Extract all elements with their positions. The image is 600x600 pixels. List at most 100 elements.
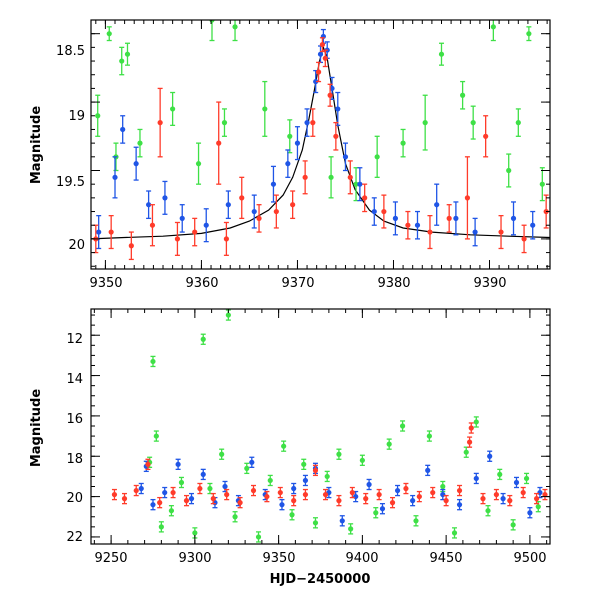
bottom-green-data-point bbox=[301, 458, 307, 471]
top-red-data-point bbox=[322, 49, 328, 68]
bottom-green-data-point bbox=[373, 507, 379, 519]
top-blue-data-point bbox=[133, 146, 139, 181]
bottom-red-marker bbox=[145, 461, 151, 467]
top-red-marker bbox=[273, 208, 279, 215]
top-green-marker bbox=[506, 167, 512, 174]
bottom-green-data-point bbox=[178, 476, 185, 489]
bottom-green-data-point bbox=[413, 515, 419, 527]
bottom-blue-marker bbox=[222, 483, 228, 490]
top-green-marker bbox=[287, 133, 293, 139]
bottom-blue-marker bbox=[302, 477, 309, 484]
bottom-red-data-point bbox=[210, 492, 216, 505]
top-green-data-point bbox=[119, 46, 125, 76]
top-ytick-label: 20 bbox=[68, 238, 85, 253]
bottom-red-data-point bbox=[237, 496, 243, 509]
bottom-red-marker bbox=[322, 491, 329, 498]
bottom-green-data-point bbox=[168, 505, 175, 517]
top-blue-marker bbox=[335, 106, 341, 112]
bottom-blue-data-point bbox=[138, 482, 144, 495]
top-blue-data-point bbox=[120, 115, 126, 144]
top-blue-data-point bbox=[392, 201, 398, 236]
top-green-data-point bbox=[195, 142, 202, 185]
bottom-red-marker bbox=[121, 496, 128, 502]
bottom-blue-marker bbox=[200, 471, 206, 478]
bottom-blue-marker bbox=[366, 481, 372, 488]
bottom-green-marker bbox=[485, 508, 491, 514]
top-red-marker bbox=[128, 243, 134, 249]
top-red-data-point bbox=[521, 224, 527, 254]
top-red-marker bbox=[381, 208, 387, 215]
bottom-green-data-point bbox=[158, 521, 164, 533]
bottom-red-marker bbox=[336, 498, 342, 504]
bottom-green-marker bbox=[463, 449, 469, 455]
bottom-green-data-point bbox=[497, 468, 503, 481]
bottom-blue-data-point bbox=[394, 484, 401, 497]
top-green-marker bbox=[400, 140, 406, 146]
top-blue-data-point bbox=[96, 214, 102, 250]
bottom-red-data-point bbox=[170, 486, 176, 499]
top-blue-marker bbox=[203, 222, 209, 228]
bottom-red-marker bbox=[480, 496, 486, 502]
bottom-panel-light-curve-full: 9250 9300 9350 9400 9450 9500 12 14 16 1… bbox=[29, 308, 551, 587]
top-blue-marker bbox=[434, 202, 440, 208]
bottom-blue-marker bbox=[279, 502, 285, 508]
top-ytick-label: 19.5 bbox=[56, 175, 85, 190]
bottom-blue-marker bbox=[150, 502, 156, 508]
bottom-green-data-point bbox=[244, 462, 250, 475]
bottom-green-data-point bbox=[485, 505, 491, 517]
bottom-blue-marker bbox=[162, 489, 168, 496]
top-red-data-point bbox=[347, 160, 353, 195]
top-blue-data-point bbox=[453, 201, 459, 236]
top-green-data-point bbox=[438, 42, 445, 66]
top-green-marker bbox=[539, 181, 545, 187]
bottom-green-marker bbox=[399, 423, 406, 429]
bottom-blue-marker bbox=[537, 489, 543, 496]
bottom-blue-marker bbox=[394, 487, 401, 494]
bottom-red-data-point bbox=[336, 494, 342, 507]
top-red-data-point bbox=[256, 204, 262, 233]
bottom-ytick-label: 14 bbox=[66, 372, 83, 387]
bottom-red-data-point bbox=[466, 436, 473, 448]
bottom-red-marker bbox=[533, 496, 540, 502]
bottom-blue-data-point bbox=[379, 503, 386, 515]
bottom-blue-data-point bbox=[513, 476, 520, 489]
bottom-blue-marker bbox=[500, 496, 506, 502]
top-green-marker bbox=[95, 113, 101, 119]
bottom-blue-marker bbox=[410, 498, 416, 504]
bottom-xtick-label: 9350 bbox=[262, 551, 295, 566]
top-red-data-point bbox=[216, 101, 222, 185]
top-green-marker bbox=[515, 120, 521, 126]
top-blue-data-point bbox=[225, 190, 231, 220]
bottom-red-data-point bbox=[250, 484, 257, 497]
top-y-axis-title: Magnitude bbox=[29, 106, 44, 185]
top-blue-data-point bbox=[304, 108, 310, 137]
top-red-data-point bbox=[174, 221, 181, 256]
top-blue-data-point bbox=[434, 183, 440, 226]
bottom-ytick-label: 16 bbox=[66, 412, 83, 427]
bottom-red-data-point bbox=[291, 494, 297, 507]
top-green-marker bbox=[195, 161, 202, 167]
bottom-green-marker bbox=[158, 524, 164, 530]
bottom-green-marker bbox=[232, 514, 238, 520]
bottom-blue-data-point bbox=[425, 464, 431, 477]
bottom-green-data-point bbox=[451, 527, 458, 539]
top-blue-data-point bbox=[270, 165, 277, 203]
bottom-blue-marker bbox=[188, 496, 195, 502]
top-blue-marker bbox=[510, 215, 517, 221]
top-green-marker bbox=[106, 31, 112, 37]
bottom-red-marker bbox=[376, 491, 382, 498]
bottom-red-marker bbox=[349, 489, 355, 496]
bottom-red-data-point bbox=[121, 492, 128, 505]
top-red-marker bbox=[362, 195, 368, 201]
bottom-plot-frame bbox=[90, 308, 551, 545]
top-blue-data-point bbox=[146, 190, 152, 220]
bottom-green-marker bbox=[192, 530, 198, 536]
top-green-data-point bbox=[106, 26, 112, 42]
top-green-marker bbox=[328, 174, 334, 180]
top-blue-marker bbox=[162, 195, 168, 201]
top-blue-data-point bbox=[357, 167, 363, 202]
bottom-green-marker bbox=[535, 504, 541, 510]
bottom-red-marker bbox=[111, 491, 118, 498]
top-green-marker bbox=[119, 58, 125, 64]
top-blue-marker bbox=[146, 202, 152, 208]
